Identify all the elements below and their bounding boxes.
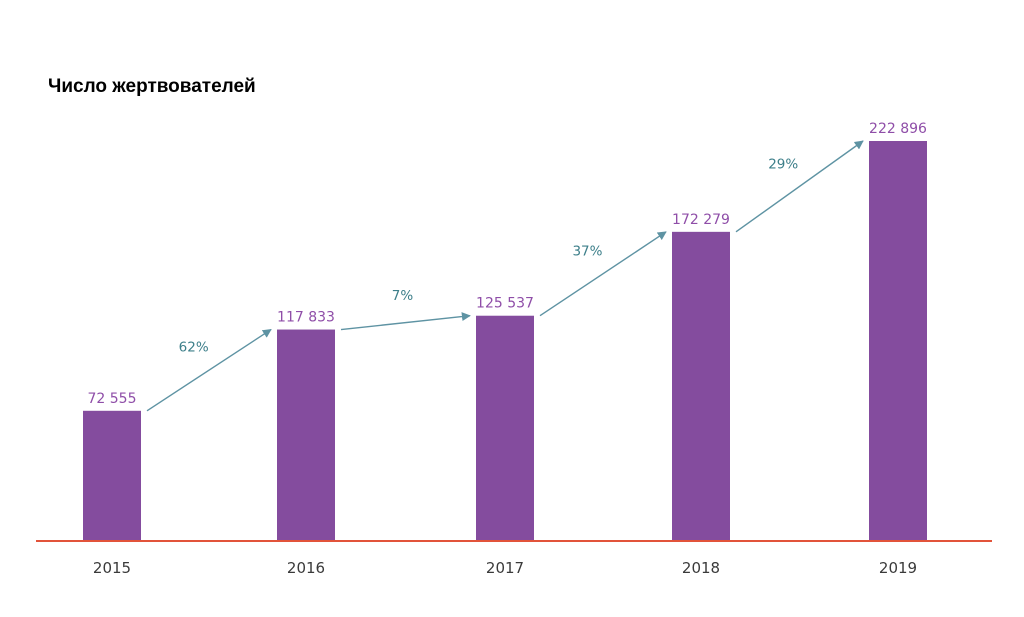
bar xyxy=(869,141,927,541)
chart-title: Число жертвователей xyxy=(48,76,256,97)
growth-arrow xyxy=(539,231,667,317)
year-label: 2017 xyxy=(486,559,524,577)
value-label: 222 896 xyxy=(869,121,927,137)
year-label: 2019 xyxy=(879,559,917,577)
bar xyxy=(277,329,335,541)
value-label: 172 279 xyxy=(672,212,730,228)
value-label: 72 555 xyxy=(88,391,137,407)
bar xyxy=(672,231,730,541)
year-label: 2018 xyxy=(682,559,720,577)
growth-arrow xyxy=(146,328,272,412)
value-label: 117 833 xyxy=(277,310,335,326)
year-label: 2015 xyxy=(93,559,131,577)
growth-label: 29% xyxy=(768,157,798,173)
bar xyxy=(476,315,534,541)
growth-arrow xyxy=(340,312,471,331)
growth-label: 62% xyxy=(179,340,209,356)
growth-label: 7% xyxy=(392,288,414,304)
year-label: 2016 xyxy=(287,559,325,577)
growth-label: 37% xyxy=(572,243,602,259)
value-label: 125 537 xyxy=(476,296,534,312)
bar xyxy=(83,410,141,541)
growth-arrow xyxy=(735,140,864,233)
